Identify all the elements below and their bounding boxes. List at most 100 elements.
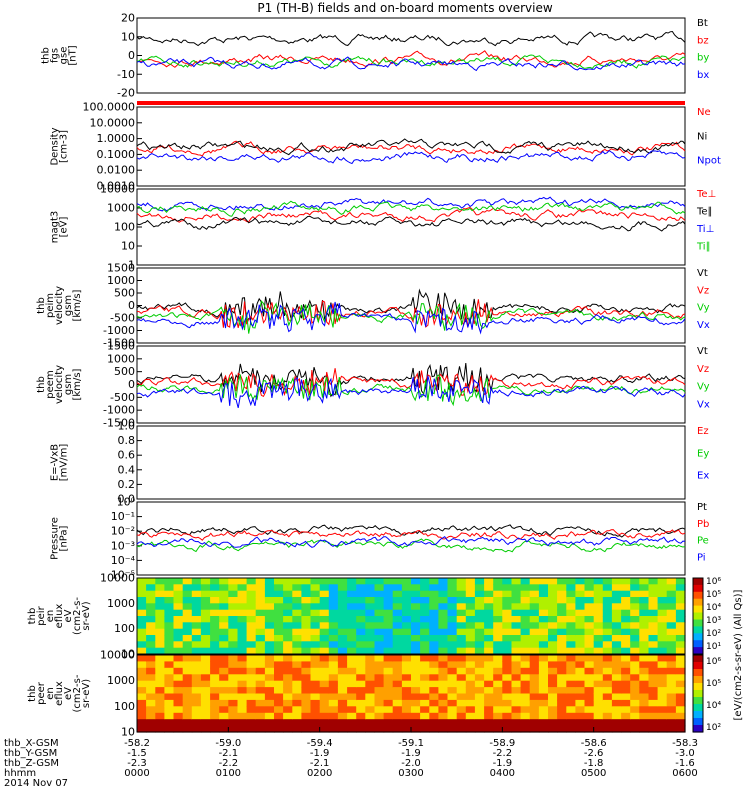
orbit-value: -58.2 bbox=[124, 738, 150, 749]
heatmap-cell bbox=[182, 680, 193, 688]
heatmap-cell bbox=[593, 699, 604, 707]
heatmap-cell bbox=[237, 712, 248, 720]
heatmap-cell bbox=[264, 699, 275, 707]
heatmap-cell bbox=[182, 725, 193, 733]
heatmap-cell bbox=[374, 712, 385, 720]
heatmap-cell bbox=[630, 667, 640, 675]
heatmap-cell bbox=[611, 699, 622, 707]
heatmap-cell bbox=[611, 667, 622, 675]
heatmap-cell bbox=[191, 706, 202, 714]
heatmap-cell bbox=[274, 597, 284, 604]
heatmap-cell bbox=[456, 647, 467, 655]
heatmap-cell bbox=[255, 622, 266, 630]
heatmap-cell bbox=[657, 641, 668, 649]
heatmap-cell bbox=[484, 687, 494, 695]
heatmap-cell bbox=[611, 590, 622, 598]
heatmap-cell bbox=[557, 725, 567, 733]
heatmap-cell bbox=[237, 687, 248, 695]
heatmap-cell bbox=[210, 725, 220, 733]
legend-label: Vz bbox=[697, 364, 709, 375]
heatmap-cell bbox=[438, 712, 449, 720]
heatmap-cell bbox=[557, 616, 567, 623]
heatmap-cell bbox=[191, 603, 202, 611]
heatmap-cell bbox=[155, 603, 165, 611]
heatmap-cell bbox=[538, 641, 549, 649]
heatmap-cell bbox=[146, 725, 156, 733]
heatmap-cell bbox=[274, 590, 284, 598]
legend-label: Ti∥ bbox=[696, 242, 711, 253]
heatmap-cell bbox=[365, 590, 375, 598]
heatmap-cell bbox=[347, 725, 357, 733]
heatmap-cell bbox=[401, 578, 412, 585]
colorbar-frame bbox=[692, 577, 704, 655]
heatmap-cell bbox=[356, 622, 366, 630]
heatmap-cell bbox=[584, 680, 595, 688]
heatmap-cell bbox=[593, 616, 604, 623]
heatmap-cell bbox=[292, 590, 302, 598]
heatmap-cell bbox=[319, 680, 330, 688]
heatmap-cell bbox=[164, 635, 175, 642]
heatmap-cell bbox=[356, 641, 366, 649]
heatmap-cell bbox=[548, 641, 558, 649]
heatmap-cell bbox=[365, 680, 375, 688]
heatmap-cell bbox=[575, 712, 586, 720]
heatmap-cell bbox=[557, 667, 567, 675]
heatmap-cell bbox=[411, 667, 421, 675]
heatmap-cell bbox=[383, 635, 394, 642]
heatmap-cell bbox=[301, 699, 312, 707]
panel-frame-top bbox=[136, 577, 686, 655]
legend-label: Vz bbox=[697, 285, 709, 296]
heatmap-cell bbox=[411, 712, 421, 720]
heatmap-cell bbox=[137, 622, 147, 630]
heatmap-cell bbox=[392, 641, 403, 649]
heatmap-cell bbox=[557, 641, 567, 649]
heatmap-cell bbox=[639, 597, 649, 604]
heatmap-cell bbox=[200, 687, 211, 695]
heatmap-cell bbox=[474, 680, 485, 688]
heatmap-cell bbox=[146, 647, 156, 655]
heatmap-cell bbox=[200, 699, 211, 707]
heatmap-cell bbox=[255, 725, 266, 733]
heatmap-cell bbox=[146, 712, 156, 720]
heatmap-cell bbox=[365, 674, 375, 682]
heatmap-cell bbox=[520, 706, 531, 714]
heatmap-cell bbox=[447, 622, 458, 630]
heatmap-cell bbox=[191, 584, 202, 592]
heatmap-cell bbox=[401, 699, 412, 707]
y-axis-label: en bbox=[45, 610, 56, 623]
heatmap-cell bbox=[219, 641, 229, 649]
heatmap-cell bbox=[219, 680, 229, 688]
heatmap-cell bbox=[456, 578, 467, 585]
heatmap-cell bbox=[392, 706, 403, 714]
y-tick-label: 0 bbox=[128, 49, 135, 62]
heatmap-cell bbox=[611, 680, 622, 688]
y-tick-label: -1500 bbox=[103, 337, 135, 350]
heatmap-cell bbox=[191, 680, 202, 688]
heatmap-cell bbox=[420, 693, 430, 701]
heatmap-cell bbox=[210, 674, 220, 682]
series-line-4 bbox=[136, 200, 686, 217]
heatmap-cell bbox=[593, 725, 604, 733]
heatmap-cell bbox=[584, 725, 595, 733]
heatmap-cell bbox=[566, 603, 576, 611]
heatmap-cell bbox=[283, 616, 293, 623]
heatmap-cell bbox=[420, 706, 430, 714]
legend-label: Pt bbox=[697, 502, 707, 513]
heatmap-cell bbox=[319, 725, 330, 733]
heatmap-cell bbox=[675, 712, 686, 720]
heatmap-cell bbox=[611, 712, 622, 720]
heatmap-cell bbox=[593, 667, 604, 675]
heatmap-cell bbox=[383, 641, 394, 649]
series-line-2 bbox=[136, 529, 686, 541]
heatmap-cell bbox=[182, 687, 193, 695]
heatmap-cell bbox=[173, 674, 184, 682]
heatmap-cell bbox=[411, 725, 421, 733]
heatmap-cell bbox=[164, 667, 175, 675]
heatmap-cell bbox=[657, 699, 668, 707]
heatmap-cell bbox=[237, 719, 248, 727]
heatmap-cell bbox=[648, 674, 659, 682]
heatmap-cell bbox=[630, 674, 640, 682]
heatmap-cell bbox=[319, 603, 330, 611]
heatmap-cell bbox=[584, 693, 595, 701]
